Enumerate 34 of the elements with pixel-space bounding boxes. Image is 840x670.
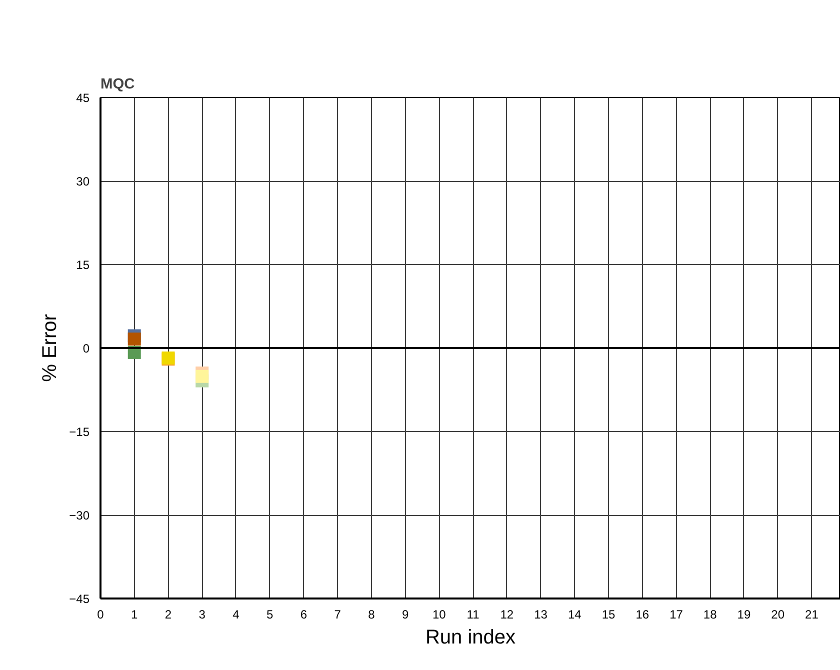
x-tick-label: 16 [636, 608, 650, 622]
x-tick-label: 17 [670, 608, 684, 622]
point [196, 370, 209, 383]
x-tick-label: 5 [266, 608, 274, 622]
y-tick-label: 0 [82, 342, 90, 356]
x-tick-label: 14 [568, 608, 582, 622]
y-tick-label: −30 [69, 508, 90, 522]
x-tick-label: 10 [432, 608, 446, 622]
x-tick-label: 7 [334, 608, 342, 622]
x-tick-label: 18 [703, 608, 718, 622]
y-tick-label: 45 [76, 91, 90, 105]
x-tick-label: 21 [805, 608, 819, 622]
y-tick-label: 30 [76, 174, 90, 188]
x-tick-label: 8 [368, 608, 376, 622]
point [128, 332, 141, 346]
chart-title: MQC [100, 76, 136, 92]
x-tick-label: 0 [97, 608, 104, 622]
x-tick-label: 15 [602, 608, 616, 622]
x-axis-title: Run index [425, 626, 516, 648]
x-tick-label: 19 [737, 608, 751, 622]
x-tick-label: 2 [164, 608, 172, 622]
y-tick-label: 15 [76, 258, 90, 272]
x-tick-label: 1 [131, 608, 138, 622]
x-tick-label: 12 [500, 608, 514, 622]
x-tick-label: 4 [232, 608, 240, 622]
x-tick-label: 9 [402, 608, 409, 622]
y-tick-label: −45 [69, 592, 90, 606]
y-tick-label: −15 [69, 425, 90, 439]
x-tick-label: 11 [466, 608, 480, 622]
x-tick-label: 3 [198, 608, 206, 622]
x-tick-label: 20 [771, 608, 785, 622]
x-tick-label: 6 [300, 608, 308, 622]
x-tick-label: 13 [534, 608, 548, 622]
y-axis-title: % Error [39, 314, 62, 382]
